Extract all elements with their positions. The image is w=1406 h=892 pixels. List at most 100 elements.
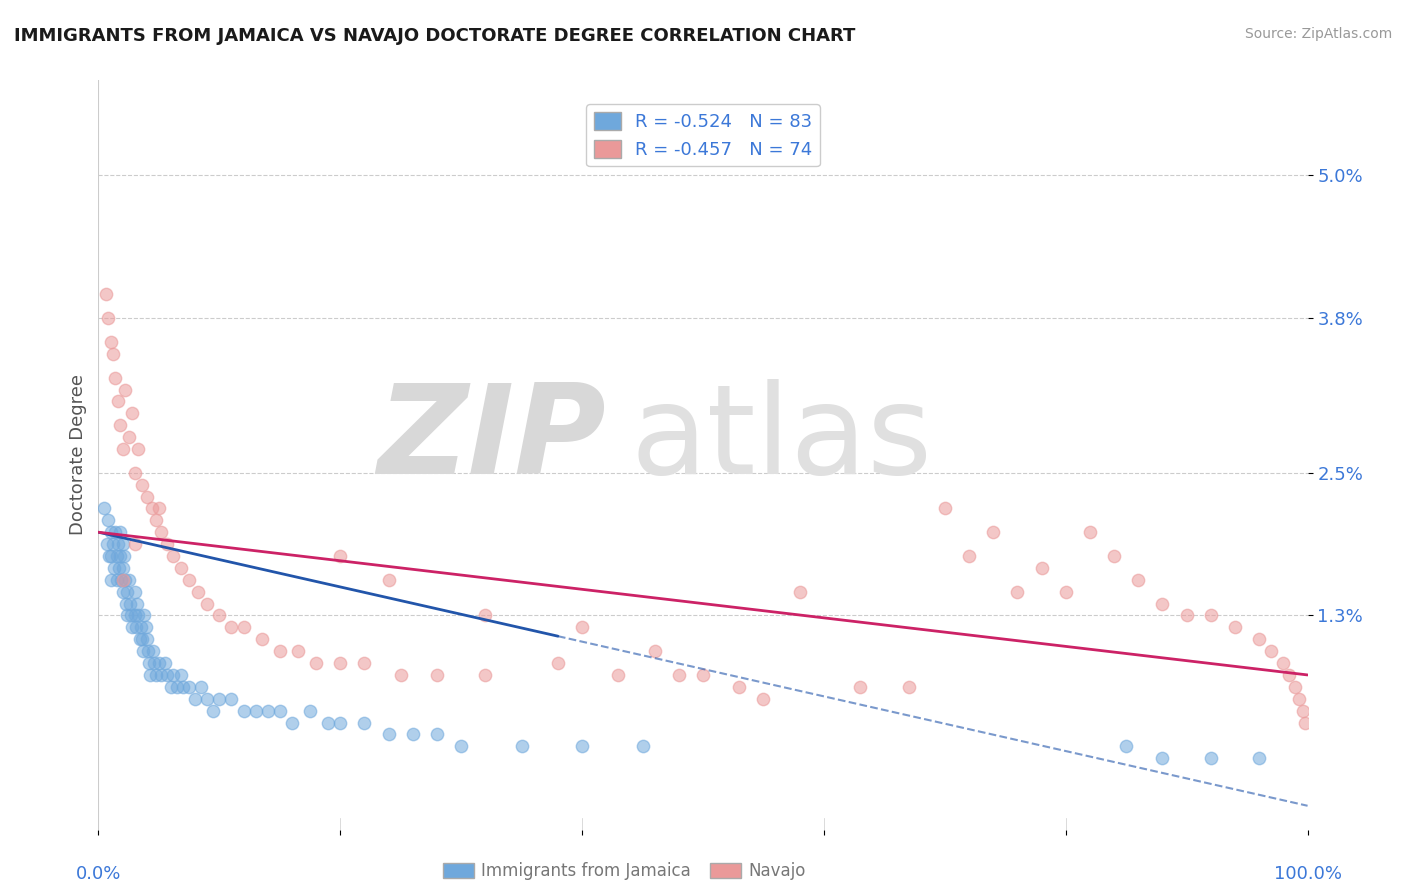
Point bbox=[124, 466, 146, 480]
Point bbox=[135, 632, 157, 647]
Point bbox=[789, 584, 811, 599]
Point bbox=[97, 513, 120, 527]
Text: Source: ZipAtlas.com: Source: ZipAtlas.com bbox=[1244, 27, 1392, 41]
Point bbox=[179, 680, 201, 694]
Point bbox=[156, 668, 179, 682]
Point bbox=[143, 656, 166, 670]
Point bbox=[329, 549, 352, 563]
Point bbox=[118, 430, 141, 444]
Point bbox=[426, 668, 449, 682]
Point bbox=[138, 656, 160, 670]
Point bbox=[100, 525, 122, 540]
Point bbox=[1054, 584, 1077, 599]
Point bbox=[129, 620, 152, 634]
Point bbox=[547, 656, 569, 670]
Point bbox=[221, 620, 243, 634]
Point bbox=[142, 644, 165, 658]
Point bbox=[125, 620, 148, 634]
Point bbox=[245, 704, 267, 718]
Point bbox=[120, 608, 142, 623]
Point bbox=[1249, 751, 1271, 765]
Point bbox=[179, 573, 201, 587]
Point bbox=[1249, 632, 1271, 647]
Point bbox=[897, 680, 920, 694]
Text: atlas: atlas bbox=[630, 379, 932, 500]
Point bbox=[114, 573, 136, 587]
Point bbox=[150, 525, 173, 540]
Point bbox=[131, 632, 153, 647]
Point bbox=[156, 537, 179, 551]
Point bbox=[111, 561, 134, 575]
Point bbox=[1152, 751, 1174, 765]
Point bbox=[128, 632, 150, 647]
Point bbox=[221, 691, 243, 706]
Point bbox=[160, 680, 183, 694]
Point bbox=[269, 644, 291, 658]
Point bbox=[305, 656, 328, 670]
Point bbox=[118, 597, 141, 611]
Point bbox=[104, 525, 127, 540]
Point bbox=[728, 680, 751, 694]
Point bbox=[108, 561, 131, 575]
Point bbox=[377, 727, 399, 741]
Point bbox=[110, 573, 132, 587]
Point bbox=[114, 383, 136, 397]
Point bbox=[571, 739, 593, 754]
Point bbox=[101, 537, 124, 551]
Point bbox=[402, 727, 425, 741]
Point bbox=[127, 608, 149, 623]
Point bbox=[141, 501, 163, 516]
Legend: R = -0.524   N = 83, R = -0.457   N = 74: R = -0.524 N = 83, R = -0.457 N = 74 bbox=[586, 104, 820, 167]
Point bbox=[121, 620, 143, 634]
Point bbox=[353, 715, 375, 730]
Point bbox=[981, 525, 1004, 540]
Point bbox=[127, 442, 149, 456]
Point bbox=[1223, 620, 1246, 634]
Point bbox=[150, 668, 173, 682]
Text: IMMIGRANTS FROM JAMAICA VS NAVAJO DOCTORATE DEGREE CORRELATION CHART: IMMIGRANTS FROM JAMAICA VS NAVAJO DOCTOR… bbox=[14, 27, 855, 45]
Point bbox=[389, 668, 412, 682]
Point bbox=[474, 608, 496, 623]
Point bbox=[281, 715, 304, 730]
Point bbox=[105, 573, 128, 587]
Point bbox=[111, 573, 134, 587]
Point bbox=[426, 727, 449, 741]
Point bbox=[1115, 739, 1137, 754]
Point bbox=[631, 739, 654, 754]
Text: 100.0%: 100.0% bbox=[1274, 865, 1341, 883]
Point bbox=[112, 549, 135, 563]
Point bbox=[100, 549, 122, 563]
Point bbox=[108, 549, 131, 563]
Point bbox=[148, 656, 170, 670]
Point bbox=[934, 501, 956, 516]
Point bbox=[202, 704, 225, 718]
Point bbox=[1272, 656, 1295, 670]
Point bbox=[287, 644, 309, 658]
Point bbox=[232, 704, 254, 718]
Point bbox=[256, 704, 278, 718]
Point bbox=[1199, 608, 1222, 623]
Text: 0.0%: 0.0% bbox=[76, 865, 121, 883]
Point bbox=[1007, 584, 1029, 599]
Point bbox=[105, 549, 128, 563]
Point bbox=[849, 680, 872, 694]
Point bbox=[1288, 691, 1310, 706]
Point bbox=[232, 620, 254, 634]
Point bbox=[329, 656, 352, 670]
Point bbox=[195, 691, 218, 706]
Point bbox=[208, 691, 231, 706]
Point bbox=[101, 347, 124, 361]
Point bbox=[118, 573, 141, 587]
Point bbox=[111, 584, 134, 599]
Point bbox=[111, 537, 134, 551]
Point bbox=[250, 632, 273, 647]
Point bbox=[115, 597, 138, 611]
Point bbox=[107, 394, 129, 409]
Point bbox=[474, 668, 496, 682]
Point bbox=[1199, 751, 1222, 765]
Point bbox=[957, 549, 980, 563]
Point bbox=[1260, 644, 1282, 658]
Point bbox=[1294, 715, 1316, 730]
Point bbox=[172, 680, 194, 694]
Point bbox=[117, 584, 139, 599]
